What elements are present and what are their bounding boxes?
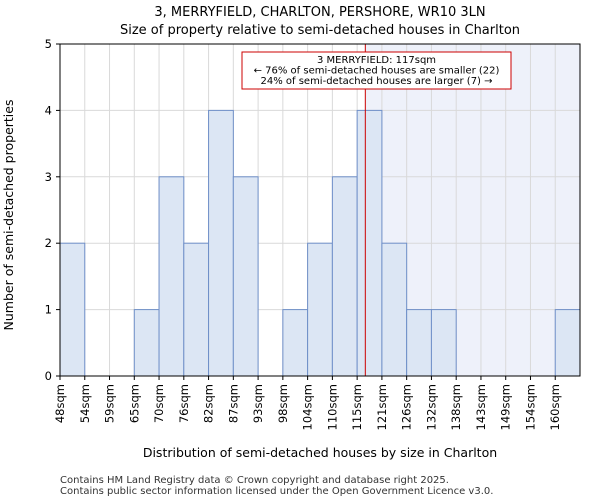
x-tick-label: 126sqm bbox=[400, 384, 414, 430]
bar-126sqm bbox=[406, 309, 432, 377]
bar-98sqm bbox=[282, 309, 309, 377]
x-tick-label: 160sqm bbox=[548, 384, 562, 430]
x-tick-label: 65sqm bbox=[127, 384, 141, 423]
x-tick-label: 138sqm bbox=[449, 384, 463, 430]
bar-82sqm bbox=[208, 109, 234, 377]
annotation-box bbox=[241, 51, 512, 90]
x-tick-label: 70sqm bbox=[152, 384, 166, 423]
footer-line-2: Contains public sector information licen… bbox=[60, 486, 493, 497]
bars bbox=[59, 109, 581, 377]
bar-160sqm bbox=[554, 309, 581, 377]
y-tick-label: 0 bbox=[45, 369, 52, 383]
x-tick-label: 87sqm bbox=[226, 384, 240, 423]
x-tick-label: 149sqm bbox=[499, 384, 513, 430]
x-axis-label: Distribution of semi-detached houses by … bbox=[143, 445, 497, 460]
annotation-line-1: 3 MERRYFIELD: 117sqm bbox=[317, 55, 436, 66]
x-tick-label: 104sqm bbox=[301, 384, 315, 430]
bar-70sqm bbox=[158, 176, 185, 377]
bar-87sqm bbox=[232, 176, 259, 377]
x-tick-label: 54sqm bbox=[78, 384, 92, 423]
bar-132sqm bbox=[430, 309, 457, 377]
x-tick-label: 98sqm bbox=[276, 384, 290, 423]
chart-subtitle: Size of property relative to semi-detach… bbox=[120, 23, 520, 38]
x-tick-label: 76sqm bbox=[177, 384, 191, 423]
x-tick-label: 82sqm bbox=[202, 384, 216, 423]
x-tick-label: 59sqm bbox=[103, 384, 117, 423]
bar-104sqm bbox=[307, 242, 333, 377]
bar-121sqm bbox=[381, 242, 408, 377]
bar-76sqm bbox=[183, 242, 210, 377]
footer-line-1: Contains HM Land Registry data © Crown c… bbox=[60, 475, 449, 486]
x-tick-label: 132sqm bbox=[424, 384, 438, 430]
y-tick-label: 4 bbox=[45, 103, 52, 117]
y-axis-ticks: 0 1 2 3 4 5 bbox=[45, 37, 60, 383]
y-axis-label: Number of semi-detached properties bbox=[1, 100, 16, 331]
x-axis-ticks: 48sqm 54sqm 59sqm 65sqm 70sqm 76sqm 82sqm 87sqm… bbox=[53, 376, 562, 430]
chart-title: 3, MERRYFIELD, CHARLTON, PERSHORE, WR10 … bbox=[154, 5, 485, 20]
x-tick-label: 93sqm bbox=[251, 384, 265, 423]
x-tick-label: 115sqm bbox=[350, 384, 364, 430]
x-tick-label: 121sqm bbox=[375, 384, 389, 430]
bar-48sqm bbox=[59, 242, 86, 377]
annotation-line-2: ← 76% of semi-detached houses are smalle… bbox=[254, 66, 500, 77]
property-annotation: 3 MERRYFIELD: 117sqm ← 76% of semi-detac… bbox=[241, 51, 512, 90]
bar-115sqm bbox=[356, 109, 383, 377]
x-tick-label: 154sqm bbox=[523, 384, 537, 430]
annotation-line-3: 24% of semi-detached houses are larger (… bbox=[260, 76, 492, 87]
x-tick-label: 143sqm bbox=[474, 384, 488, 430]
y-tick-label: 5 bbox=[45, 37, 52, 51]
y-tick-label: 2 bbox=[45, 236, 52, 250]
plot-frame bbox=[59, 43, 581, 377]
y-tick-label: 3 bbox=[45, 170, 52, 184]
x-tick-label: 110sqm bbox=[325, 384, 339, 430]
bar-65sqm bbox=[133, 309, 160, 377]
y-tick-label: 1 bbox=[45, 303, 52, 317]
x-tick-label: 48sqm bbox=[53, 384, 67, 423]
bar-110sqm bbox=[331, 176, 358, 377]
